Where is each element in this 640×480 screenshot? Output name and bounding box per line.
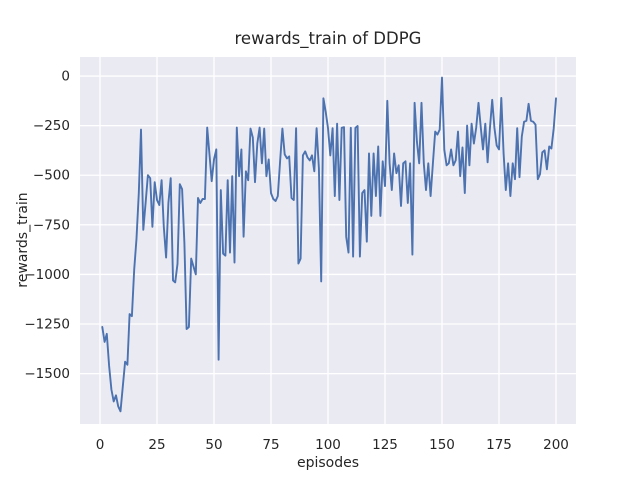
y-tick-label: −750	[33, 217, 70, 233]
y-axis-label: rewards_train	[15, 192, 31, 287]
y-tick-label: −1500	[24, 366, 70, 382]
y-tick-label: −1000	[24, 267, 70, 283]
x-tick-label: 200	[543, 437, 569, 453]
y-tick-label: 0	[61, 69, 70, 85]
chart-title: rewards_train of DDPG	[235, 29, 422, 49]
x-tick-label: 150	[429, 437, 455, 453]
x-axis-label: episodes	[297, 455, 359, 471]
x-tick-label: 25	[148, 437, 165, 453]
y-axis-tick-labels: 0 −250 −500 −750 −1000 −1250 −1500	[24, 69, 70, 383]
x-tick-label: 125	[372, 437, 398, 453]
data-line-rewards	[101, 76, 557, 413]
x-tick-label: 50	[205, 437, 222, 453]
x-tick-label: 175	[486, 437, 512, 453]
x-axis-tick-labels: 0 25 50 75 100 125 150 175 200	[96, 437, 569, 453]
y-tick-label: −500	[33, 168, 70, 184]
x-tick-label: 100	[315, 437, 341, 453]
x-tick-label: 0	[96, 437, 105, 453]
y-tick-label: −250	[33, 118, 70, 134]
x-tick-label: 75	[262, 437, 279, 453]
y-tick-label: −1250	[24, 317, 70, 333]
